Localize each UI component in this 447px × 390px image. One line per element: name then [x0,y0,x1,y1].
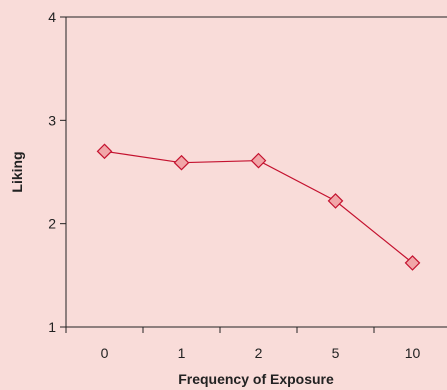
y-tick-label: 3 [48,112,56,128]
x-tick-label: 5 [332,345,340,361]
x-tick-label: 2 [255,345,263,361]
y-tick-label: 2 [48,216,56,232]
data-point [173,154,190,171]
data-point [404,255,421,271]
y-tick-label: 4 [48,9,56,25]
x-ticks: 0 1 2 5 10 [65,327,421,361]
x-tick-label: 1 [178,345,186,361]
x-axis-label: Frequency of Exposure [178,371,334,387]
data-point [250,152,267,169]
x-tick-label: 0 [101,345,109,361]
y-axis-label: Liking [9,151,25,192]
x-tick-label: 10 [405,345,421,361]
y-tick-label: 1 [48,319,56,335]
data-point [96,143,113,160]
y-ticks: 1 2 3 4 [48,9,66,335]
series [96,143,421,271]
data-point [327,193,344,209]
